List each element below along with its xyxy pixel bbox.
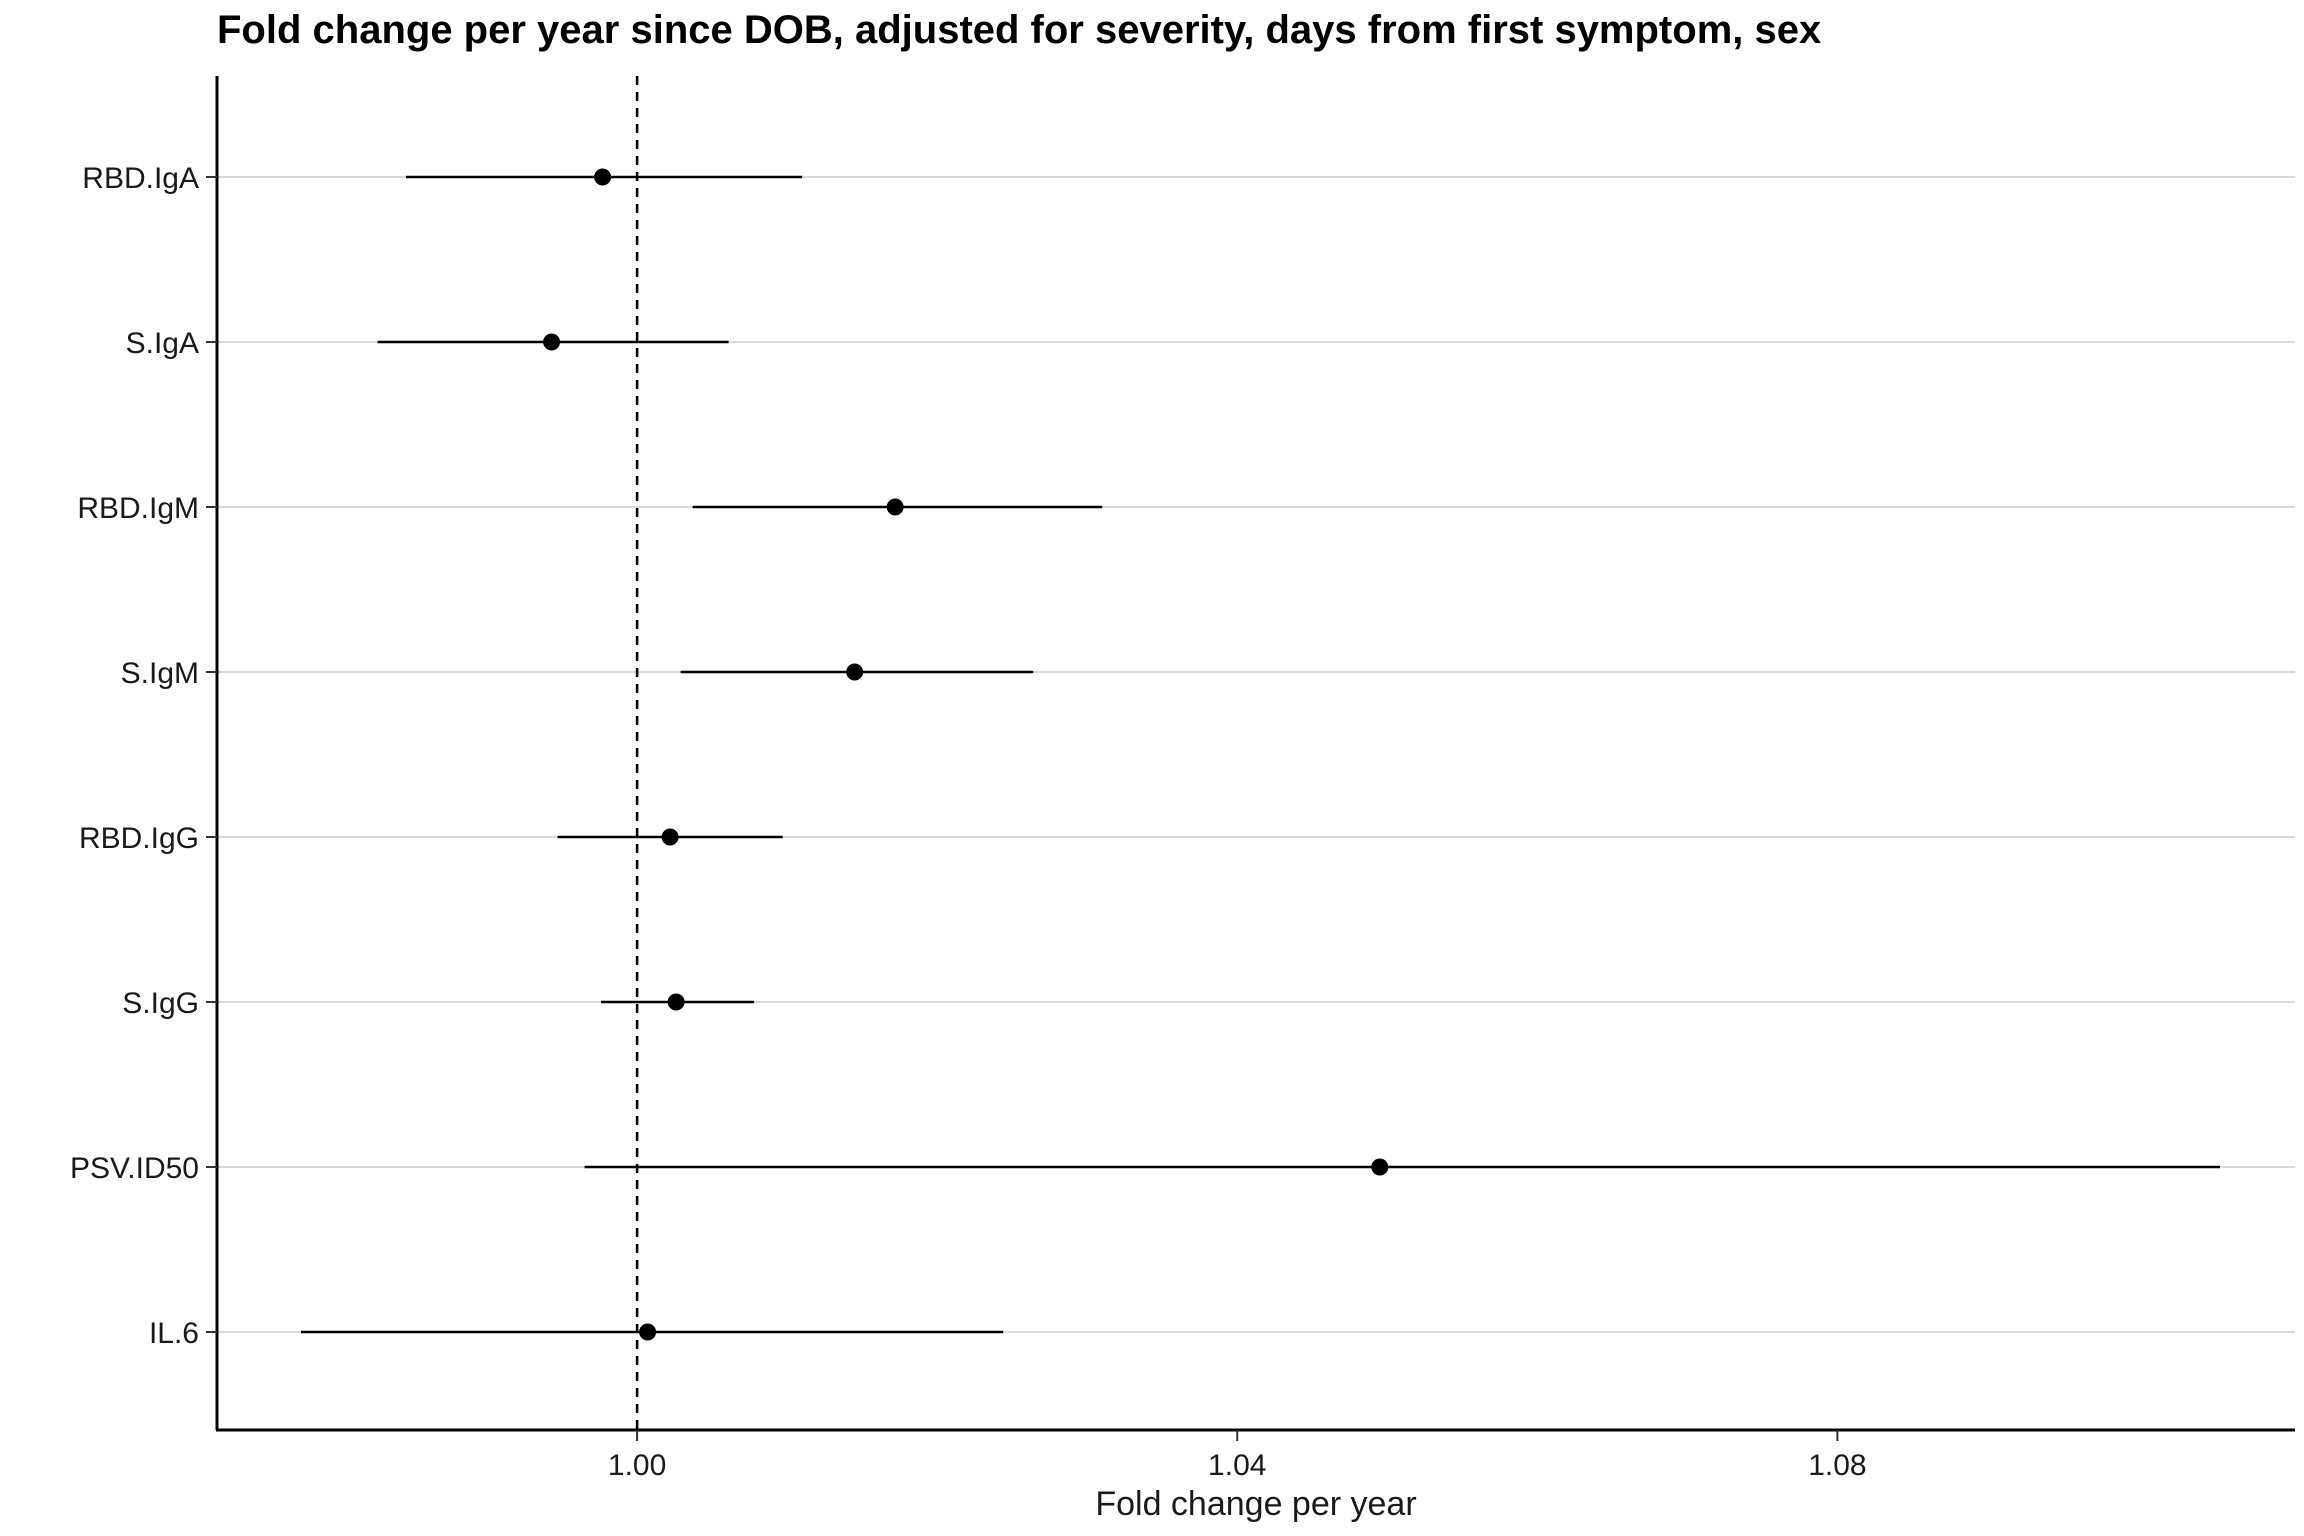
- x-axis-label: Fold change per year: [1095, 1485, 1416, 1523]
- point-il-6: [639, 1323, 657, 1341]
- y-tick-label-rbd-iga: RBD.IgA: [82, 162, 199, 195]
- confidence-intervals: [301, 175, 2220, 1334]
- y-tick-label-psv-id50: PSV.ID50: [70, 1152, 199, 1185]
- chart-title: Fold change per year since DOB, adjusted…: [217, 8, 1822, 52]
- x-tick-label-0: 1.00: [608, 1449, 666, 1482]
- y-tick-label-il-6: IL.6: [149, 1317, 199, 1350]
- y-tick-label-rbd-igm: RBD.IgM: [77, 492, 199, 525]
- y-tick-label-s-igm: S.IgM: [121, 657, 199, 690]
- point-rbd-igm: [886, 498, 904, 516]
- y-tick-label-s-igg: S.IgG: [122, 987, 199, 1020]
- point-estimates: [543, 168, 1389, 1341]
- x-tick-label-1: 1.04: [1208, 1449, 1266, 1482]
- point-psv-id50: [1371, 1158, 1389, 1176]
- gridlines: [217, 176, 2295, 1333]
- y-ticks: RBD.IgA S.IgA RBD.IgM S.IgM RBD.IgG S.IgG PSV.…: [70, 162, 217, 1350]
- axes: [215, 76, 2295, 1432]
- y-tick-label-rbd-igg: RBD.IgG: [79, 822, 199, 855]
- point-s-igm: [846, 663, 864, 681]
- y-tick-label-s-iga: S.IgA: [126, 327, 199, 360]
- point-s-iga: [543, 333, 561, 351]
- x-tick-label-2: 1.08: [1808, 1449, 1866, 1482]
- point-rbd-igg: [661, 828, 679, 846]
- point-rbd-iga: [594, 168, 612, 186]
- point-s-igg: [667, 993, 685, 1011]
- x-ticks: 1.00 1.04 1.08: [608, 1430, 1867, 1482]
